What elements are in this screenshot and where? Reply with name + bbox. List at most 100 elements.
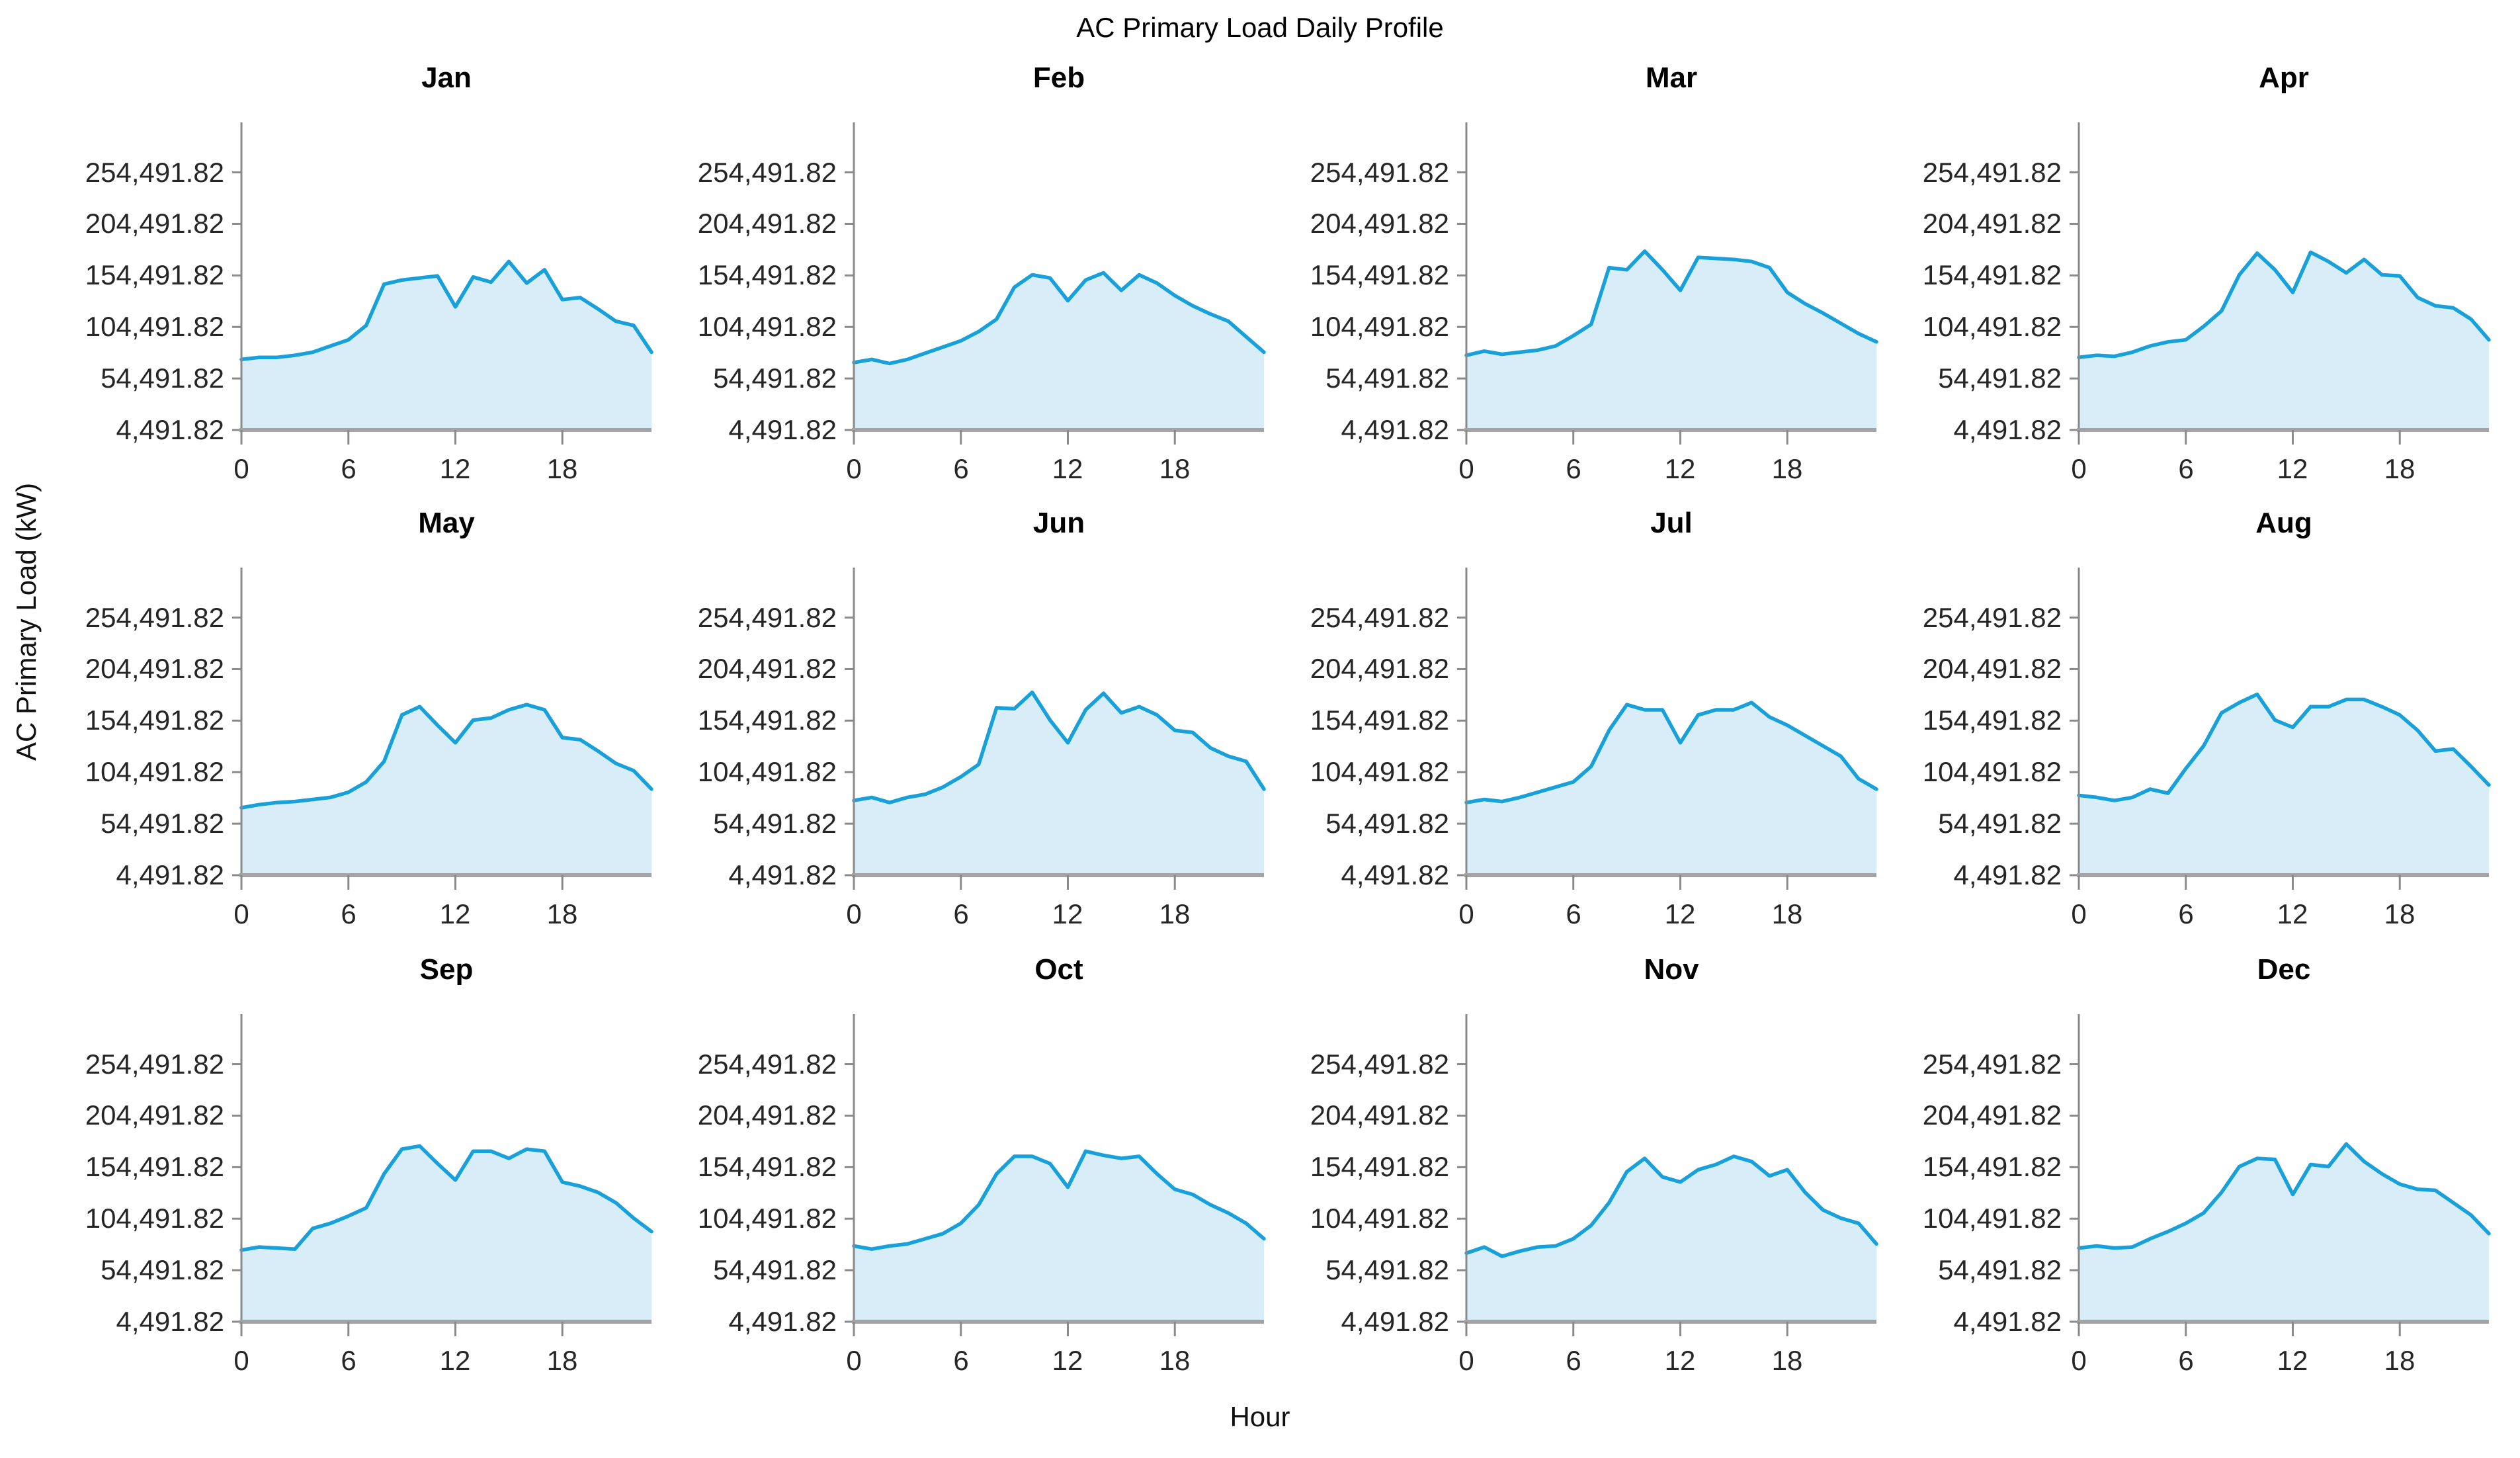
x-tick-label: 0: [1458, 898, 1474, 929]
area-fill: [2079, 1144, 2489, 1322]
subplot-title: Mar: [1645, 62, 1698, 94]
y-tick-label: 204,491.82: [1310, 653, 1449, 684]
y-tick-label: 154,491.82: [697, 1151, 837, 1182]
y-tick-label: 54,491.82: [101, 808, 224, 839]
subplot-jul: Jul 254,491.82 204,491.82 154,491.82 104,491…: [1310, 507, 1878, 929]
x-tick-label: 6: [2178, 453, 2194, 484]
area-fill: [1466, 251, 1876, 430]
x-tick-label: 6: [953, 1345, 969, 1376]
area-fill: [241, 1146, 651, 1322]
y-tick-label: 204,491.82: [85, 653, 224, 684]
y-tick-label: 204,491.82: [1922, 1099, 2062, 1131]
area-fill: [1466, 703, 1876, 875]
y-tick-label: 4,491.82: [1341, 1306, 1450, 1337]
load-profile-line: [852, 690, 1266, 804]
y-tick-label: 4,491.82: [728, 414, 837, 445]
subplot-title: Aug: [2255, 507, 2312, 539]
y-tick-label: 4,491.82: [1953, 859, 2062, 890]
x-tick-label: 12: [1052, 453, 1083, 484]
x-tick-label: 0: [846, 453, 862, 484]
area-fill: [2079, 252, 2489, 430]
x-tick-label: 0: [1458, 453, 1474, 484]
y-tick-label: 254,491.82: [85, 157, 224, 188]
area-fill: [854, 692, 1264, 875]
area-fill: [2079, 694, 2489, 875]
subplot-jun: Jun 254,491.82 204,491.82 154,491.82 104,491…: [698, 507, 1266, 929]
load-profile-line: [852, 271, 1266, 366]
load-profile-line: [2077, 692, 2491, 802]
x-tick-label: 6: [1566, 453, 1581, 484]
y-tick-label: 4,491.82: [116, 1306, 225, 1337]
x-tick-label: 6: [2178, 898, 2194, 929]
y-tick-label: 54,491.82: [1938, 1254, 2062, 1285]
y-tick-label: 204,491.82: [85, 208, 224, 239]
y-tick-label: 4,491.82: [728, 859, 837, 890]
subplot-title: Apr: [2259, 62, 2309, 94]
area-chart-svg: [845, 122, 1266, 445]
y-tick-label: 204,491.82: [697, 653, 837, 684]
subplot-aug: Aug 254,491.82 204,491.82 154,491.82 104,491…: [1923, 507, 2491, 929]
y-tick-label: 254,491.82: [697, 1049, 837, 1080]
y-tick-label: 154,491.82: [1310, 705, 1449, 736]
y-tick-label: 204,491.82: [1922, 653, 2062, 684]
x-tick-label: 0: [846, 898, 862, 929]
x-tick-label: 12: [1664, 453, 1696, 484]
area-chart-svg: [1457, 122, 1878, 445]
x-tick-label: 12: [1664, 898, 1696, 929]
subplot-title: Oct: [1034, 953, 1083, 986]
y-tick-label: 54,491.82: [101, 1254, 224, 1285]
y-tick-label: 154,491.82: [697, 259, 837, 290]
area-chart-svg: [845, 1014, 1266, 1336]
load-profile-line: [2077, 1142, 2491, 1250]
y-tick-label: 204,491.82: [697, 1099, 837, 1131]
area-chart-svg: [1457, 568, 1878, 890]
y-tick-label: 104,491.82: [1310, 1203, 1449, 1234]
area-fill: [854, 273, 1264, 430]
x-tick-label: 18: [546, 453, 578, 484]
y-tick-label: 154,491.82: [1310, 259, 1449, 290]
y-tick-label: 104,491.82: [85, 756, 224, 787]
x-tick-label: 18: [2384, 1345, 2415, 1376]
x-tick-label: 6: [341, 1345, 357, 1376]
y-tick-label: 104,491.82: [1310, 756, 1449, 787]
x-tick-label: 18: [2384, 898, 2415, 929]
y-tick-label: 154,491.82: [85, 259, 224, 290]
y-tick-label: 104,491.82: [697, 1203, 837, 1234]
y-tick-label: 104,491.82: [1922, 311, 2062, 342]
subplot-title: Dec: [2257, 953, 2311, 986]
y-tick-label: 254,491.82: [85, 602, 224, 633]
x-tick-label: 12: [1664, 1345, 1696, 1376]
subplot-dec: Dec 254,491.82 204,491.82 154,491.82 104,491…: [1923, 953, 2491, 1376]
y-tick-label: 4,491.82: [728, 1306, 837, 1337]
area-chart-svg: [2070, 122, 2491, 445]
x-tick-label: 0: [233, 1345, 249, 1376]
subplot-jan: Jan 254,491.82 204,491.82 154,491.82 104,491…: [85, 62, 653, 484]
subplot-sep: Sep 254,491.82 204,491.82 154,491.82 104,491…: [85, 953, 653, 1376]
area-chart-svg: [232, 568, 653, 890]
subplot-title: May: [418, 507, 475, 539]
y-tick-label: 154,491.82: [1922, 259, 2062, 290]
x-tick-label: 6: [341, 898, 357, 929]
x-tick-label: 18: [546, 898, 578, 929]
y-tick-label: 104,491.82: [85, 311, 224, 342]
x-tick-label: 0: [2071, 453, 2087, 484]
x-tick-label: 18: [1771, 453, 1803, 484]
y-tick-label: 154,491.82: [85, 705, 224, 736]
area-chart-svg: [2070, 568, 2491, 890]
y-axis-title: AC Primary Load (kW): [11, 482, 42, 761]
y-tick-label: 254,491.82: [1310, 602, 1449, 633]
y-tick-label: 204,491.82: [1922, 208, 2062, 239]
x-axis-title: Hour: [1230, 1401, 1290, 1432]
y-tick-label: 104,491.82: [85, 1203, 224, 1234]
subplot-title: Nov: [1644, 953, 1699, 986]
y-tick-label: 204,491.82: [1310, 208, 1449, 239]
subplot-mar: Mar 254,491.82 204,491.82 154,491.82 104,491…: [1310, 62, 1878, 484]
y-tick-label: 4,491.82: [1341, 859, 1450, 890]
load-profile-line: [2077, 250, 2491, 359]
y-tick-label: 54,491.82: [1325, 1254, 1449, 1285]
y-tick-label: 4,491.82: [1341, 414, 1450, 445]
area-fill: [1466, 1156, 1876, 1322]
y-tick-label: 4,491.82: [116, 859, 225, 890]
x-tick-label: 0: [233, 453, 249, 484]
x-tick-label: 6: [341, 453, 357, 484]
